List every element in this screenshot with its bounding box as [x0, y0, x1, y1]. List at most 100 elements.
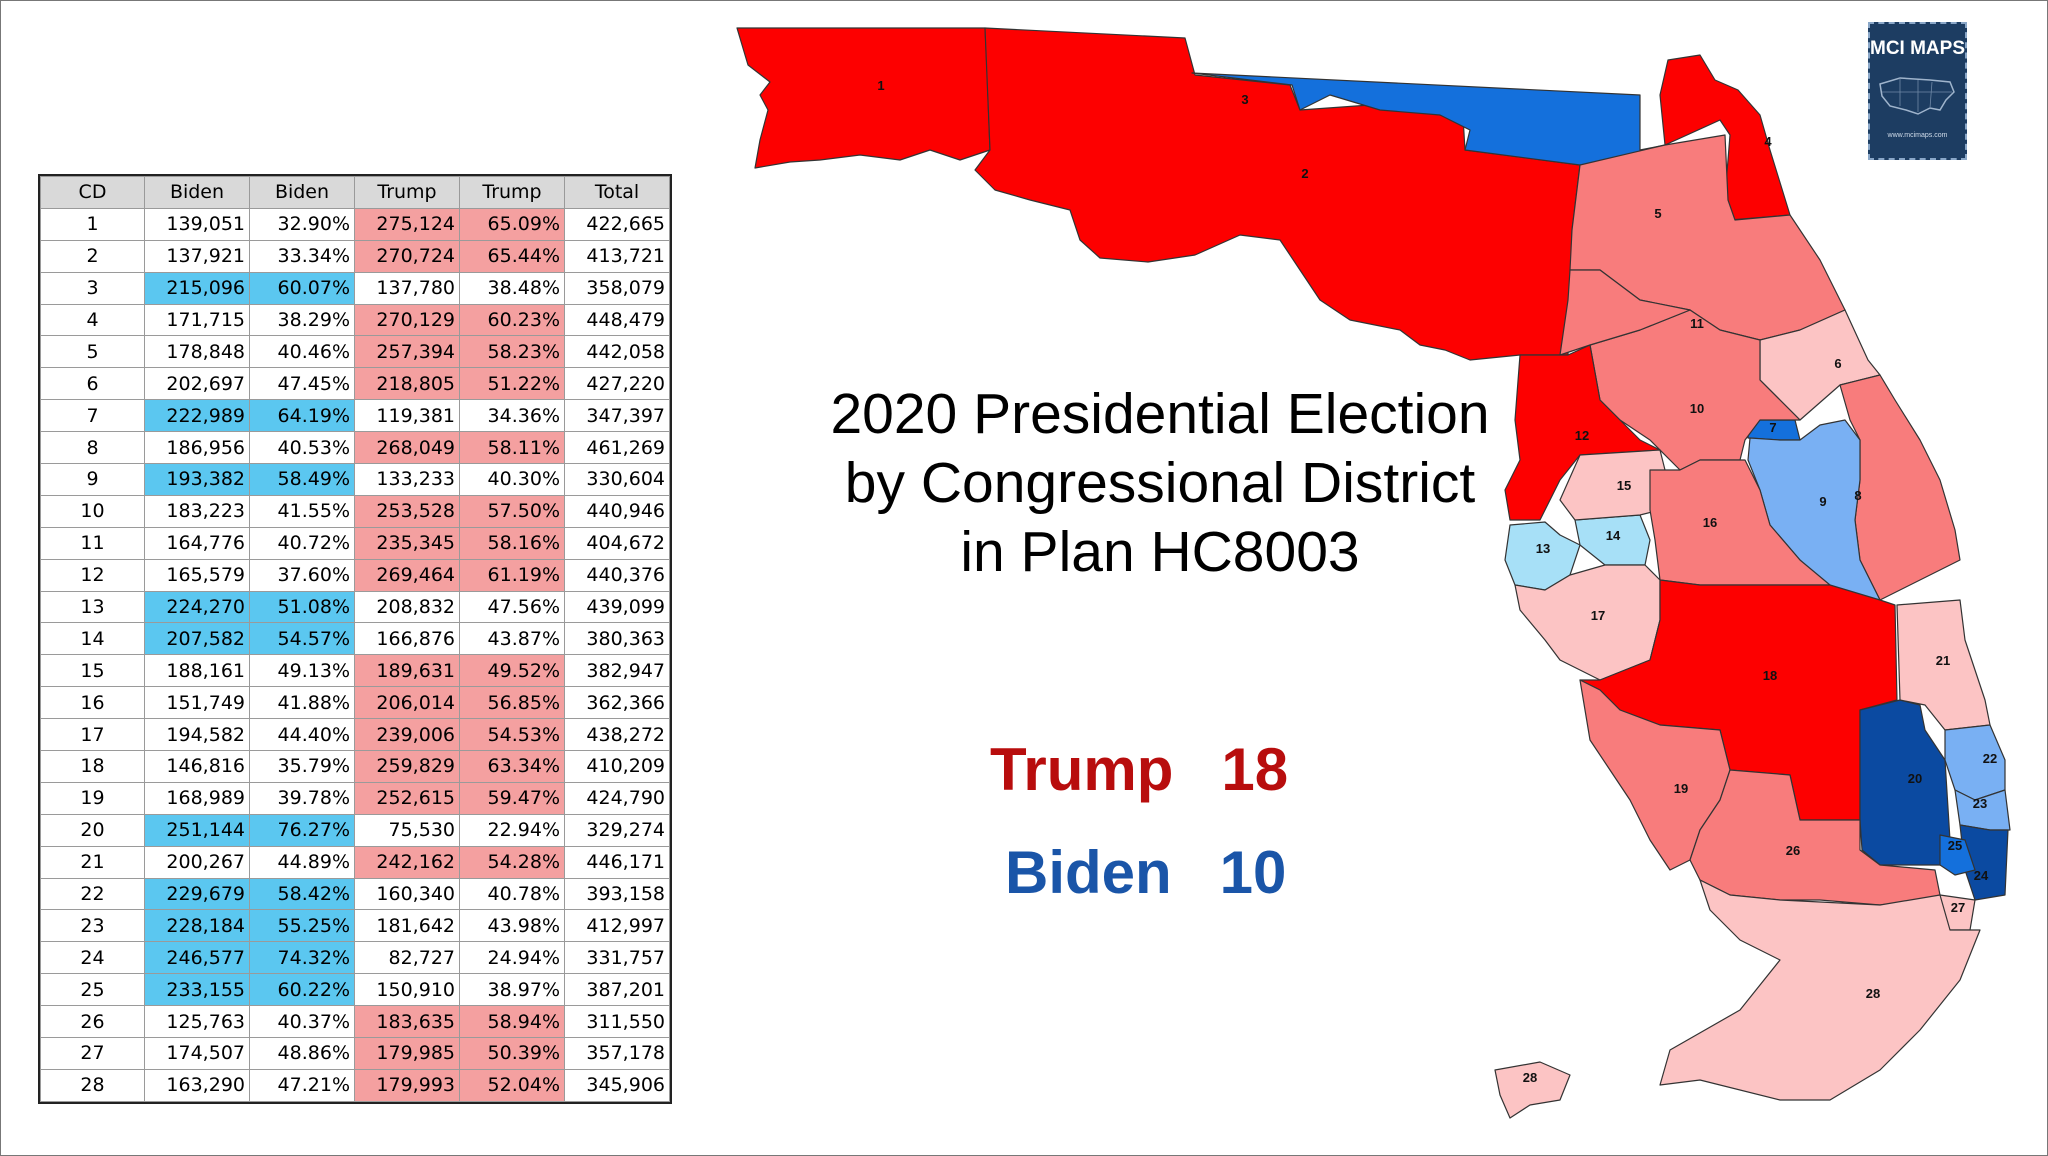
trump-pct-cell: 59.47%: [459, 781, 565, 815]
cd-cell: 26: [40, 1005, 145, 1039]
biden-votes-cell: 146,816: [144, 750, 250, 783]
biden-votes-cell: 137,921: [144, 239, 250, 273]
district-12-shape: [1504, 344, 1661, 521]
table-row: 27 174,507 48.86% 179,985 50.39% 357,178: [40, 1037, 670, 1070]
biden-votes-cell: 193,382: [144, 463, 250, 496]
us-outline-icon: [1879, 77, 1955, 115]
cd-cell: 28: [40, 1068, 145, 1102]
biden-votes-cell: 139,051: [144, 207, 250, 241]
total-cell: 404,672: [564, 526, 670, 560]
biden-pct-cell: 40.46%: [249, 335, 355, 369]
trump-votes-cell: 208,832: [354, 590, 460, 624]
trump-pct-cell: 58.16%: [459, 526, 565, 560]
cd-cell: 3: [40, 271, 145, 305]
biden-pct-cell: 76.27%: [249, 813, 355, 847]
trump-pct-cell: 58.11%: [459, 431, 565, 465]
biden-votes-cell: 202,697: [144, 367, 250, 401]
biden-pct-cell: 54.57%: [249, 622, 355, 656]
biden-pct-cell: 47.21%: [249, 1068, 355, 1102]
title-line-2: by Congressional District: [844, 451, 1476, 515]
cd-cell: 24: [40, 941, 145, 975]
biden-votes-cell: 229,679: [144, 877, 250, 911]
trump-pct-cell: 63.34%: [459, 750, 565, 783]
trump-votes-cell: 270,129: [354, 303, 460, 337]
trump-votes-cell: 259,829: [354, 750, 460, 783]
trump-votes-cell: 183,635: [354, 1005, 460, 1039]
table-row: 25 233,155 60.22% 150,910 38.97% 387,201: [40, 973, 670, 1007]
total-cell: 461,269: [564, 431, 670, 465]
biden-pct-cell: 51.08%: [249, 590, 355, 624]
district-8-label: 8: [1854, 488, 1861, 503]
district-21-label: 21: [1936, 653, 1950, 668]
logo-url: www.mcimaps.com: [1887, 132, 1948, 139]
table-row: 3 215,096 60.07% 137,780 38.48% 358,079: [40, 271, 670, 305]
cd-cell: 12: [40, 558, 145, 592]
biden-votes-cell: 168,989: [144, 781, 250, 815]
total-cell: 413,721: [564, 239, 670, 273]
biden-pct-cell: 48.86%: [249, 1037, 355, 1070]
trump-pct-cell: 43.87%: [459, 622, 565, 656]
table-row: 1 139,051 32.90% 275,124 65.09% 422,665: [40, 207, 670, 241]
trump-pct-cell: 56.85%: [459, 686, 565, 720]
district-14-label: 14: [1606, 528, 1621, 543]
cd-cell: 27: [40, 1037, 145, 1070]
table-row: 10 183,223 41.55% 253,528 57.50% 440,946: [40, 494, 670, 528]
total-cell: 311,550: [564, 1005, 670, 1039]
total-cell: 442,058: [564, 335, 670, 369]
trump-pct-cell: 57.50%: [459, 494, 565, 528]
cd-cell: 16: [40, 686, 145, 720]
table-row: 20 251,144 76.27% 75,530 22.94% 329,274: [40, 813, 670, 847]
trump-pct-cell: 58.94%: [459, 1005, 565, 1039]
biden-votes-cell: 233,155: [144, 973, 250, 1007]
trump-pct-cell: 24.94%: [459, 941, 565, 975]
table-row: 11 164,776 40.72% 235,345 58.16% 404,672: [40, 526, 670, 560]
district-18-label: 18: [1763, 668, 1777, 683]
header-biden-votes: Biden: [144, 176, 250, 209]
trump-votes-cell: 218,805: [354, 367, 460, 401]
district-9-label: 9: [1819, 494, 1826, 509]
trump-pct-cell: 52.04%: [459, 1068, 565, 1102]
total-cell: 438,272: [564, 718, 670, 752]
total-cell: 422,665: [564, 207, 670, 241]
biden-pct-cell: 58.42%: [249, 877, 355, 911]
biden-pct-cell: 39.78%: [249, 781, 355, 815]
trump-votes-cell: 275,124: [354, 207, 460, 241]
total-cell: 382,947: [564, 654, 670, 688]
cd-cell: 11: [40, 526, 145, 560]
biden-tally: Biden 10: [1005, 838, 1286, 907]
cd-cell: 23: [40, 909, 145, 943]
table-row: 8 186,956 40.53% 268,049 58.11% 461,269: [40, 431, 670, 465]
biden-votes-cell: 151,749: [144, 686, 250, 720]
district-1-shape: [736, 27, 991, 169]
trump-votes-cell: 179,985: [354, 1037, 460, 1070]
biden-votes-cell: 188,161: [144, 654, 250, 688]
cd-cell: 6: [40, 367, 145, 401]
cd-cell: 10: [40, 494, 145, 528]
district-2-label: 2: [1301, 166, 1308, 181]
district-25-label: 25: [1948, 838, 1962, 853]
cd-cell: 15: [40, 654, 145, 688]
trump-pct-cell: 47.56%: [459, 590, 565, 624]
trump-votes-cell: 268,049: [354, 431, 460, 465]
biden-votes-cell: 228,184: [144, 909, 250, 943]
total-cell: 448,479: [564, 303, 670, 337]
trump-pct-cell: 50.39%: [459, 1037, 565, 1070]
district-28-shape: [1494, 1061, 1571, 1119]
trump-votes-cell: 181,642: [354, 909, 460, 943]
biden-votes-cell: 163,290: [144, 1068, 250, 1102]
biden-votes-cell: 246,577: [144, 941, 250, 975]
district-7-label: 7: [1769, 420, 1776, 435]
header-total: Total: [564, 176, 670, 209]
trump-pct-cell: 38.97%: [459, 973, 565, 1007]
table-row: 19 168,989 39.78% 252,615 59.47% 424,790: [40, 781, 670, 815]
cd-cell: 2: [40, 239, 145, 273]
total-cell: 424,790: [564, 781, 670, 815]
biden-votes-cell: 183,223: [144, 494, 250, 528]
trump-votes-cell: 166,876: [354, 622, 460, 656]
table-row: 17 194,582 44.40% 239,006 54.53% 438,272: [40, 718, 670, 752]
total-cell: 330,604: [564, 463, 670, 496]
trump-pct-cell: 58.23%: [459, 335, 565, 369]
total-cell: 412,997: [564, 909, 670, 943]
trump-pct-cell: 40.78%: [459, 877, 565, 911]
cd-cell: 4: [40, 303, 145, 337]
